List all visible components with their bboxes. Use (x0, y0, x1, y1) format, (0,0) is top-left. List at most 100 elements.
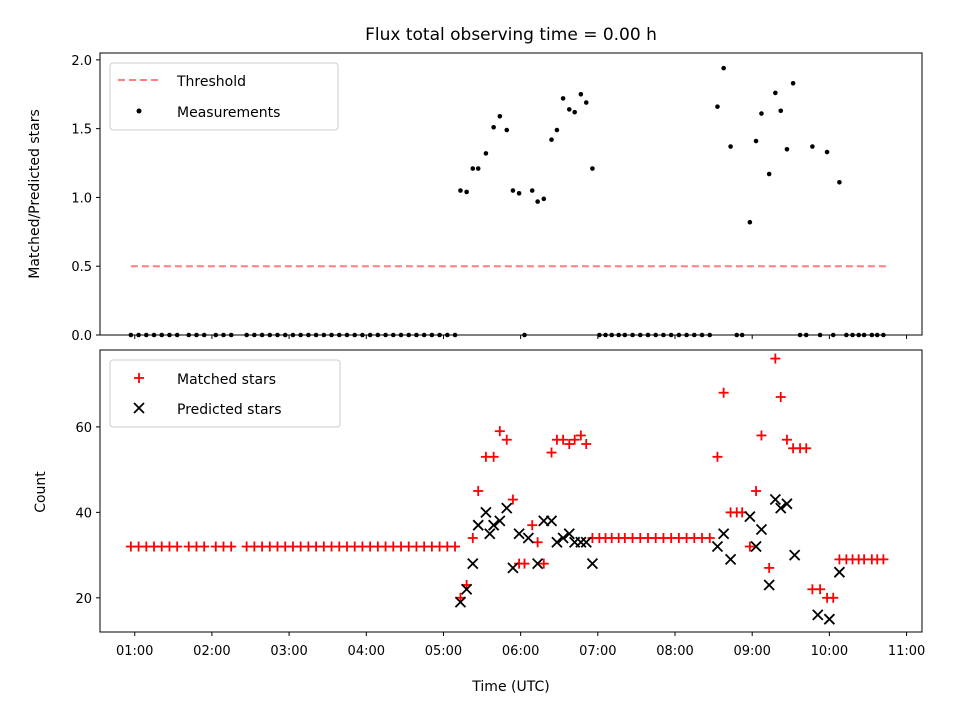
matched-star-point (546, 447, 557, 458)
matched-star-point (226, 541, 237, 552)
count-x-tick-label: 05:00 (425, 644, 462, 659)
matched-star-point (764, 562, 775, 573)
measurement-point (773, 90, 778, 96)
ratio-y-tick-label: 0.0 (71, 329, 92, 344)
predicted-star-point (480, 506, 492, 519)
matched-star-point (569, 434, 580, 445)
measurement-point (541, 196, 547, 202)
count-y-tick-label: 20 (75, 592, 92, 607)
matched-star-point (467, 533, 478, 543)
count-x-tick-label: 08:00 (656, 644, 693, 659)
ratio-y-tick-label: 1.0 (71, 191, 92, 206)
predicted-star-point (494, 515, 506, 527)
predicted-star-point (833, 566, 846, 578)
measurement-point (810, 144, 815, 149)
matched-star-point (501, 434, 512, 445)
measurement-point (728, 144, 733, 149)
ratio-y-tick-label: 1.5 (71, 123, 92, 138)
measurement-point (566, 107, 572, 112)
measurement-point (578, 91, 584, 97)
matched-star-point (781, 434, 792, 445)
measurement-point (837, 180, 842, 185)
predicted-star-point (531, 557, 544, 570)
matched-star-point (558, 434, 569, 445)
matched-star-point (199, 541, 210, 552)
matched-star-point (519, 558, 530, 569)
measurement-point (529, 188, 535, 193)
threshold-legend-label: Threshold (176, 74, 246, 90)
matched-star-point (878, 554, 889, 565)
matched-star-point (828, 592, 839, 603)
ratio-legend: Threshold Measurements (109, 62, 339, 131)
predicted-star-point (484, 528, 496, 540)
measurement-point (784, 146, 790, 152)
predicted-star-point (823, 613, 836, 625)
measurements-legend-label: Measurements (177, 105, 280, 121)
matched-star-point (744, 541, 755, 552)
predicted-star-point (724, 553, 737, 566)
matched-star-point (450, 541, 461, 552)
predicted-star-point (812, 609, 824, 621)
matched-star-point (581, 439, 592, 449)
matched-star-point (488, 451, 499, 462)
predicted-star-point (551, 536, 563, 548)
measurement-point (549, 137, 554, 142)
measurements-legend-marker (136, 108, 142, 114)
count-x-tick-label: 09:00 (733, 644, 770, 659)
count-x-tick-label: 02:00 (193, 644, 230, 659)
matched-star-point (815, 584, 826, 595)
measurement-point (535, 199, 540, 204)
count-panel: 01:00 02:00 03:00 04:00 05:00 06:00 07:00 08:00… (33, 349, 925, 695)
count-plot-area: 01:00 02:00 03:00 04:00 05:00 06:00 07:00 08:00… (75, 349, 925, 659)
predicted-star-point (718, 528, 730, 540)
measurement-point (483, 151, 489, 156)
predicted-star-point (557, 532, 569, 544)
x-axis-title: Time (UTC) (471, 679, 549, 695)
predicted-star-point (750, 540, 762, 553)
count-legend-box (109, 359, 341, 428)
predicted-legend-label: Predicted stars (177, 402, 282, 418)
measurement-point (572, 109, 577, 115)
count-x-tick-label: 04:00 (348, 644, 385, 659)
matched-star-point (718, 387, 729, 398)
measurement-point (824, 149, 830, 155)
ratio-y-tick-label: 0.5 (71, 260, 92, 275)
measurement-point (790, 80, 796, 86)
measurement-point (516, 191, 522, 196)
matched-star-point (775, 392, 786, 402)
matched-star-point (473, 486, 484, 496)
count-x-tick-label: 03:00 (270, 644, 307, 659)
predicted-legend-x (133, 402, 145, 414)
measurement-point (759, 111, 764, 116)
measurement-point (583, 100, 589, 105)
measurement-point (554, 127, 560, 133)
chart-title: Flux total observing time = 0.00 h (365, 25, 657, 45)
ratio-axes-frame (99, 52, 923, 336)
ratio-y-axis-title: Matched/Predicted stars (27, 109, 43, 279)
matched-star-point (712, 451, 723, 462)
predicted-star-point (755, 523, 768, 536)
predicted-star-point (513, 528, 525, 540)
predicted-star-point (472, 519, 484, 531)
measurement-point (504, 127, 510, 133)
measurement-point (497, 113, 503, 119)
measurement-point (747, 219, 753, 225)
predicted-star-point (454, 596, 467, 608)
matched-star-point (801, 443, 812, 454)
matched-star-point (756, 430, 767, 441)
predicted-star-point (781, 498, 793, 510)
predicted-star-point (763, 579, 775, 591)
matched-star-point (538, 558, 549, 569)
predicted-star-point (775, 502, 787, 514)
predicted-star-point (460, 583, 473, 595)
count-x-tick-label: 06:00 (502, 644, 539, 659)
predicted-star-point (545, 515, 558, 527)
predicted-star-point (789, 549, 801, 561)
measurement-point (491, 124, 496, 130)
measurement-point (590, 166, 595, 171)
matched-star-point (494, 426, 505, 437)
matched-star-point (527, 520, 538, 531)
count-x-tick-label: 11:00 (888, 644, 925, 659)
measurement-point (464, 189, 469, 195)
